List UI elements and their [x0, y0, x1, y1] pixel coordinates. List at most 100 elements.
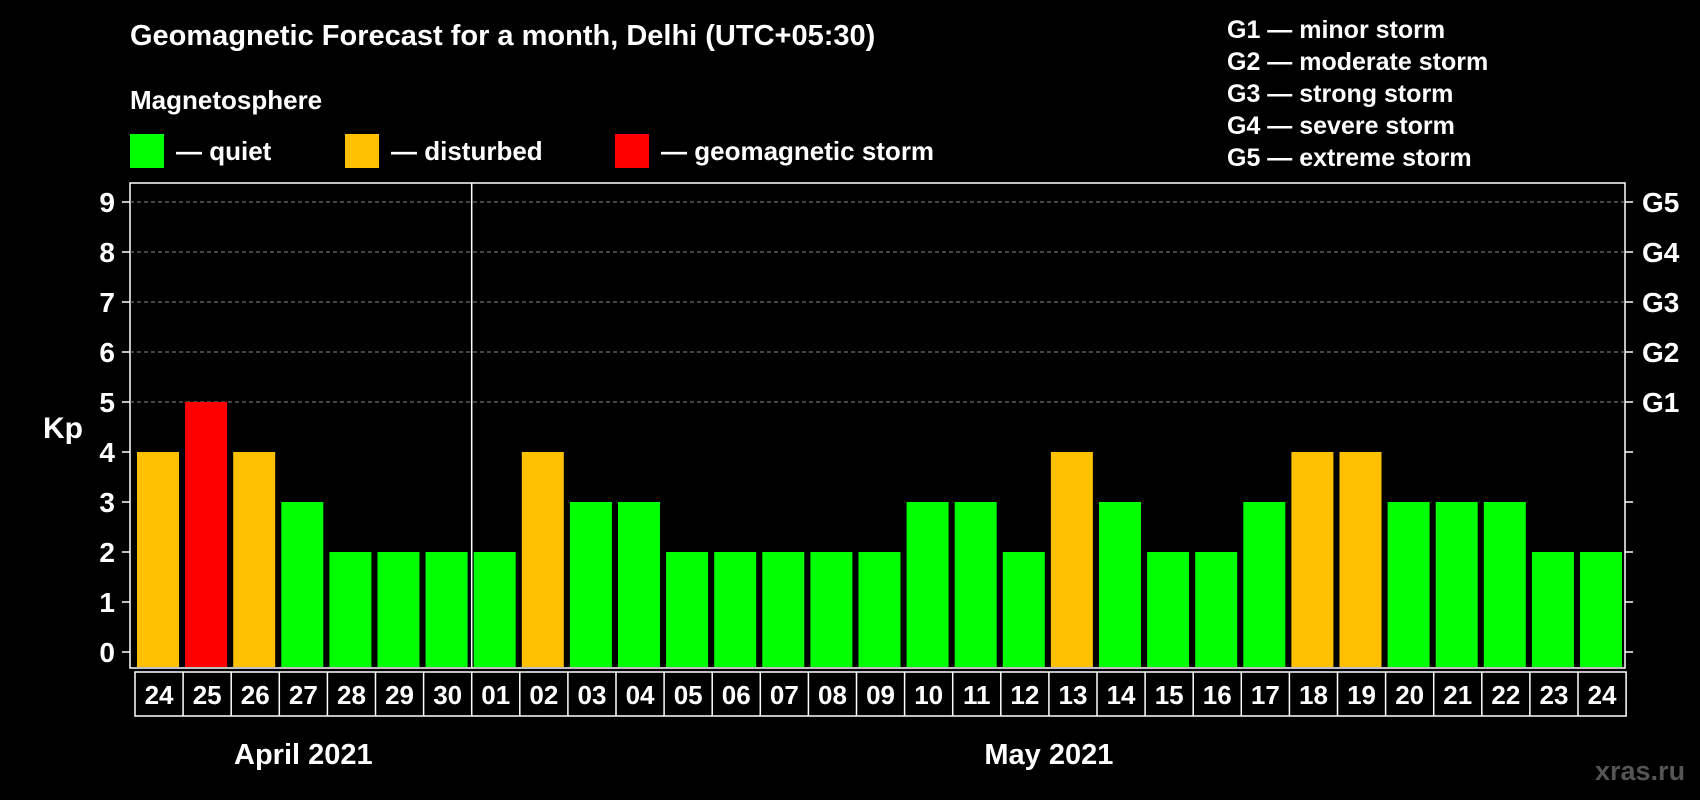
- date-row: [134, 671, 1627, 717]
- storm-level-label-g5: G5: [1642, 187, 1679, 218]
- storm-scale-g5: G5 — extreme storm: [1227, 144, 1472, 172]
- bar-26: [1387, 502, 1430, 667]
- date-label-12: 06: [722, 680, 751, 710]
- legend-storm: — geomagnetic storm: [615, 134, 934, 168]
- bar-7: [473, 552, 516, 667]
- bar-23: [1243, 502, 1286, 667]
- y-tick-label-9: 9: [99, 187, 115, 218]
- date-label-3: 27: [289, 680, 318, 710]
- bar-30: [1580, 552, 1622, 667]
- bar-0: [137, 452, 179, 667]
- date-label-5: 29: [385, 680, 414, 710]
- y-tick-label-0: 0: [99, 637, 115, 668]
- bar-4: [329, 552, 372, 667]
- date-label-16: 10: [914, 680, 943, 710]
- bar-8: [521, 452, 564, 667]
- bar-20: [1099, 502, 1141, 667]
- bar-21: [1147, 552, 1190, 667]
- y-tick-label-3: 3: [99, 487, 115, 518]
- date-label-28: 22: [1491, 680, 1520, 710]
- magnetosphere-label: Magnetosphere: [130, 85, 323, 115]
- date-label-1: 25: [193, 680, 222, 710]
- date-label-20: 14: [1107, 680, 1136, 710]
- bar-16: [906, 502, 949, 667]
- date-label-15: 09: [866, 680, 895, 710]
- storm-level-label-g4: G4: [1642, 237, 1680, 268]
- bar-13: [762, 552, 805, 667]
- y-tick-label-6: 6: [99, 337, 115, 368]
- date-label-7: 01: [481, 680, 510, 710]
- storm-scale-g3: G3 — strong storm: [1227, 80, 1454, 108]
- legend-disturbed: — disturbed: [345, 134, 543, 168]
- y-tick-label-5: 5: [99, 387, 115, 418]
- y-tick-label-4: 4: [99, 437, 115, 468]
- bar-11: [666, 552, 709, 667]
- bar-24: [1291, 452, 1334, 667]
- storm-level-label-g1: G1: [1642, 387, 1679, 418]
- bar-10: [618, 502, 660, 667]
- y-tick-label-7: 7: [99, 287, 115, 318]
- plot-frame: [129, 182, 1626, 669]
- storm-scale-legend: G1 — minor storm G2 — moderate storm G3 …: [1227, 14, 1488, 174]
- bar-15: [858, 552, 901, 667]
- legend-disturbed-swatch: [345, 134, 379, 168]
- date-label-0: 24: [145, 680, 174, 710]
- date-label-30: 24: [1588, 680, 1617, 710]
- date-label-11: 05: [674, 680, 703, 710]
- date-label-14: 08: [818, 680, 847, 710]
- date-label-2: 26: [241, 680, 270, 710]
- date-label-27: 21: [1443, 680, 1472, 710]
- y-tick-label-1: 1: [99, 587, 115, 618]
- date-label-13: 07: [770, 680, 799, 710]
- bar-17: [954, 502, 997, 667]
- storm-scale-g1: G1 — minor storm: [1227, 16, 1446, 44]
- date-label-25: 19: [1347, 680, 1376, 710]
- month-label-0: April 2021: [234, 739, 373, 771]
- date-label-22: 16: [1203, 680, 1232, 710]
- y-tick-label-8: 8: [99, 237, 115, 268]
- date-label-26: 20: [1395, 680, 1424, 710]
- date-label-6: 30: [433, 680, 462, 710]
- date-label-9: 03: [577, 680, 606, 710]
- date-label-4: 28: [337, 680, 366, 710]
- bar-25: [1339, 452, 1382, 667]
- legend-quiet: — quiet: [130, 134, 271, 168]
- date-label-29: 23: [1539, 680, 1568, 710]
- date-label-23: 17: [1251, 680, 1280, 710]
- storm-level-label-g2: G2: [1642, 337, 1679, 368]
- date-label-21: 15: [1155, 680, 1184, 710]
- bar-5: [377, 552, 420, 667]
- bar-3: [281, 502, 324, 667]
- storm-scale-g2: G2 — moderate storm: [1227, 48, 1489, 76]
- bar-12: [714, 552, 757, 667]
- date-label-19: 13: [1058, 680, 1087, 710]
- bar-27: [1435, 502, 1478, 667]
- date-label-24: 18: [1299, 680, 1328, 710]
- legend-disturbed-label: — disturbed: [391, 135, 543, 166]
- date-label-18: 12: [1010, 680, 1039, 710]
- bar-18: [1002, 552, 1045, 667]
- date-label-17: 11: [963, 680, 991, 710]
- y-tick-label-2: 2: [99, 537, 115, 568]
- legend-storm-swatch: [615, 134, 649, 168]
- y-axis-label: Kp: [43, 412, 83, 445]
- bar-6: [425, 552, 468, 667]
- date-label-8: 02: [529, 680, 558, 710]
- storm-scale-g4: G4 — severe storm: [1227, 112, 1455, 140]
- chart-title: Geomagnetic Forecast for a month, Delhi …: [130, 20, 876, 52]
- date-label-10: 04: [626, 680, 655, 710]
- legend-quiet-label: — quiet: [176, 135, 272, 166]
- legend-quiet-swatch: [130, 134, 164, 168]
- bar-1: [185, 402, 228, 667]
- bar-2: [233, 452, 276, 667]
- bar-22: [1195, 552, 1238, 667]
- bar-29: [1531, 552, 1574, 667]
- bar-9: [569, 502, 612, 667]
- storm-level-label-g3: G3: [1642, 287, 1679, 318]
- site-watermark: xras.ru: [1595, 756, 1686, 786]
- legend-storm-label: — geomagnetic storm: [661, 135, 935, 166]
- bar-28: [1483, 502, 1526, 667]
- bar-14: [810, 552, 853, 667]
- month-label-1: May 2021: [984, 739, 1113, 771]
